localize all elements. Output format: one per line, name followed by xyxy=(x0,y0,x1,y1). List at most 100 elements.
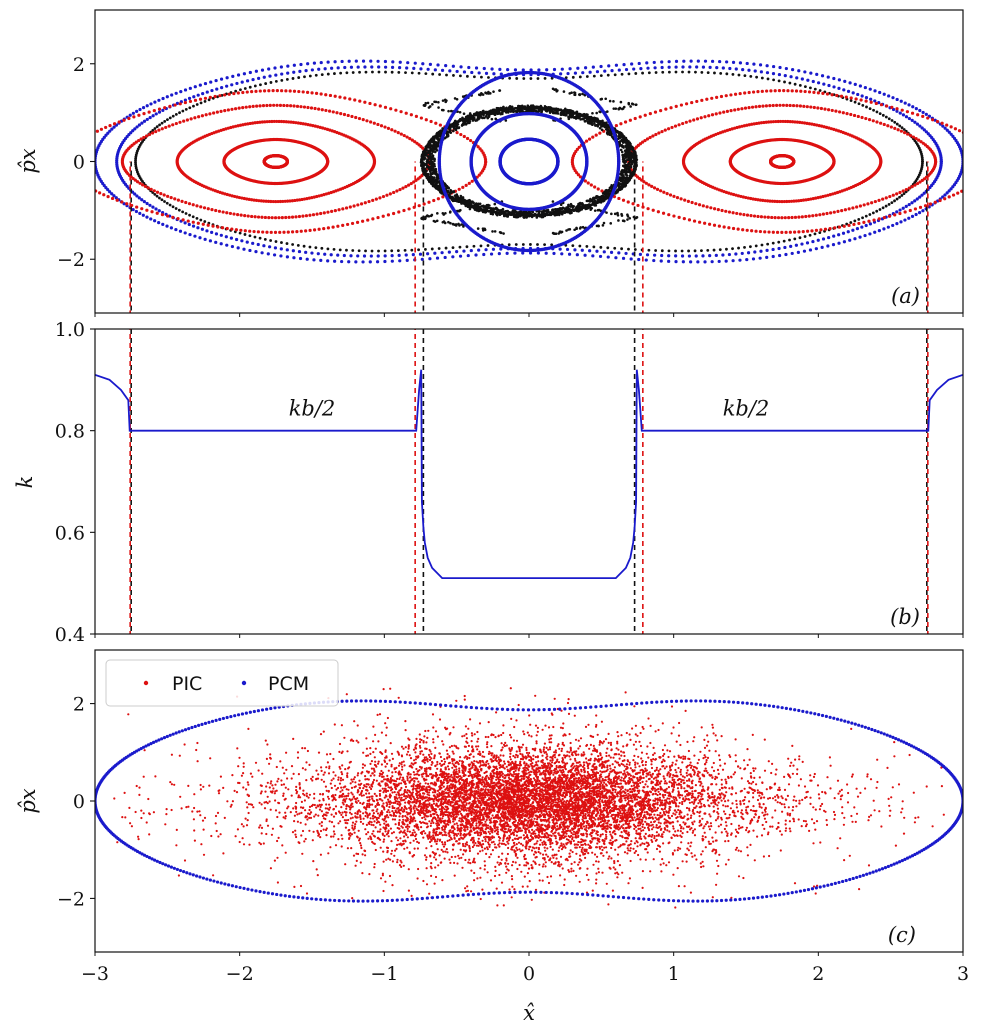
panel-a-outer-orbit-point xyxy=(864,214,868,218)
panel-a-outer-orbit-point xyxy=(681,70,684,74)
panel-a-separatrix-point xyxy=(451,195,454,199)
panel-a-outer-orbit-point xyxy=(205,229,209,233)
panel-a-red-orbit-point xyxy=(141,183,145,187)
panel-a-red-orbit-point xyxy=(867,219,871,223)
panel-a-red-orbit-point xyxy=(142,112,146,116)
panel-a-red-orbit-point xyxy=(628,118,632,122)
panel-a-outer-orbit-point xyxy=(377,65,381,69)
panel-a-outer-orbit-point xyxy=(863,85,867,90)
panel-a-red-orbit-point xyxy=(201,222,205,226)
panel-a-outer-orbit-point xyxy=(154,207,158,211)
panel-a-red-orbit-point xyxy=(761,104,765,108)
panel-a-red-orbit-point xyxy=(333,94,337,98)
panel-a-outer-orbit-point xyxy=(272,253,277,257)
panel-a-outer-orbit-point xyxy=(890,119,894,122)
panel-a-red-orbit-point xyxy=(342,112,347,117)
panel-a-outer-orbit-point xyxy=(617,251,621,255)
panel-a-red-orbit-point xyxy=(66,154,69,157)
panel-a-red-orbit-point xyxy=(223,192,227,196)
panel-a-red-orbit-point xyxy=(870,201,874,205)
panel-a-outer-orbit-point xyxy=(264,82,268,85)
panel-a-red-orbit-point xyxy=(931,118,935,122)
panel-a-red-orbit-point xyxy=(709,206,713,210)
panel-a-outer-orbit-point xyxy=(148,203,152,207)
panel-a-outer-orbit-point xyxy=(166,118,169,121)
panel-a-outer-orbit-point xyxy=(887,94,891,98)
panel-a-outer-orbit-point xyxy=(878,112,882,116)
panel-a-red-orbit-point xyxy=(744,195,748,200)
panel-a-red-orbit-point xyxy=(407,207,411,211)
panel-a-red-orbit-point xyxy=(173,103,177,107)
panel-a-red-orbit-point xyxy=(341,223,345,227)
panel-a-red-orbit-point xyxy=(831,192,835,196)
panel-a-outer-orbit-point xyxy=(881,206,885,210)
panel-a-outer-orbit-point xyxy=(529,77,533,80)
panel-a-separatrix-point xyxy=(501,207,505,211)
panel-a-outer-orbit-point xyxy=(310,251,314,255)
panel-a-outer-orbit-point xyxy=(765,248,769,252)
panel-a-red-orbit-point xyxy=(477,173,481,177)
panel-a-outer-orbit-point xyxy=(653,66,657,70)
panel-a-red-orbit-point xyxy=(229,125,233,130)
panel-a-red-orbit-point xyxy=(751,90,756,94)
panel-a-outer-orbit-point xyxy=(304,250,308,254)
panel-a-outer-orbit-point xyxy=(207,98,211,102)
panel-a-red-orbit-point xyxy=(697,203,702,207)
panel-a-red-orbit-point xyxy=(740,107,744,111)
panel-a-outer-orbit-point xyxy=(737,73,741,77)
panel-a-outer-orbit-point xyxy=(603,69,607,73)
panel-a-red-orbit-point xyxy=(791,103,796,108)
panel-a-outer-orbit-point xyxy=(137,123,142,127)
panel-a-red-orbit-point xyxy=(325,127,330,131)
panel-a-outer-orbit-point xyxy=(492,72,496,76)
panel-a-outer-orbit-point xyxy=(766,242,770,246)
panel-a-outer-orbit-point xyxy=(661,70,665,74)
panel-a-outer-orbit-point xyxy=(632,67,636,71)
panel-a-outer-orbit-point xyxy=(743,74,747,78)
panel-a-outer-orbit-point xyxy=(674,59,679,63)
panel-a-red-orbit-point xyxy=(73,175,76,178)
panel-a-outer-orbit-point xyxy=(403,248,407,252)
panel-a-outer-orbit-point xyxy=(803,85,807,89)
panel-a-red-orbit-point xyxy=(644,181,648,185)
panel-a-outer-orbit-point xyxy=(521,251,525,255)
panel-a-outer-orbit-point xyxy=(383,59,388,64)
panel-a-outer-orbit-point xyxy=(814,247,818,251)
panel-a-red-orbit-point xyxy=(251,104,255,109)
panel-a-red-orbit-point xyxy=(643,113,647,117)
panel-a-outer-orbit-point xyxy=(345,71,349,75)
panel-a-outer-orbit-point xyxy=(783,245,787,250)
panel-a-outer-orbit-point xyxy=(183,98,187,102)
panel-a-red-orbit-point xyxy=(233,107,238,111)
panel-a-red-orbit-point xyxy=(816,91,820,95)
panel-a-outer-orbit-point xyxy=(184,212,188,215)
panel-a-red-orbit-point xyxy=(971,184,974,187)
panel-a-outer-orbit-point xyxy=(351,249,355,252)
panel-a-red-orbit-point xyxy=(730,127,734,131)
panel-a-outer-orbit-point xyxy=(269,239,273,242)
panel-a-red-orbit-point xyxy=(333,209,337,213)
panel-a-outer-orbit-point xyxy=(743,245,746,249)
panel-a-outer-orbit-point xyxy=(242,247,246,251)
panel-a-outer-orbit-point xyxy=(817,81,821,85)
panel-a-separatrix-point xyxy=(439,129,443,133)
panel-a-outer-orbit-point xyxy=(641,71,644,75)
panel-a-outer-orbit-point xyxy=(351,71,355,74)
panel-a-red-orbit-point xyxy=(314,91,319,96)
panel-a-outer-orbit-point xyxy=(721,66,725,70)
panel-a-red-orbit-point xyxy=(881,197,885,201)
panel-a-outer-orbit-point xyxy=(368,260,372,264)
panel-a-red-orbit-point xyxy=(256,215,261,219)
panel-a-outer-orbit-point xyxy=(580,248,584,252)
panel-a-outer-orbit-point xyxy=(375,260,380,264)
panel-a-red-orbit-point xyxy=(975,139,978,142)
panel-a-outer-orbit-point xyxy=(740,251,744,256)
panel-a-red-orbit-point xyxy=(178,102,182,106)
panel-a-red-orbit-point xyxy=(798,120,802,124)
panel-a-outer-orbit-point xyxy=(349,254,353,258)
panel-a-red-orbit-point xyxy=(247,197,251,201)
panel-a-red-orbit-point xyxy=(469,138,473,143)
panel-a-red-orbit-point xyxy=(297,214,302,219)
panel-a-red-orbit-point xyxy=(749,214,753,218)
panel-a-red-orbit-point xyxy=(378,104,382,108)
